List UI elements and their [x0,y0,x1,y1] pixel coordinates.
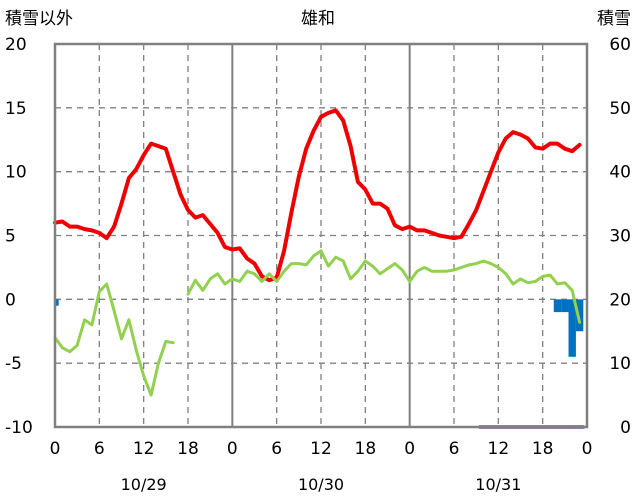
dewpoint-line [53,282,175,397]
y-right-tick-label: 50 [609,99,631,119]
temperature-line [53,108,582,283]
dewpoint-line [186,249,582,324]
x-tick-label: 18 [177,439,199,459]
left-axis-label: 積雪以外 [5,9,73,29]
y-left-tick-label: 15 [5,99,27,119]
y-left-tick-label: -5 [5,354,22,374]
y-left-tick-label: -10 [5,418,33,438]
x-tick-label: 6 [449,439,460,459]
x-tick-label: 18 [355,439,377,459]
x-tick-label: 0 [227,439,238,459]
y-right-tick-label: 0 [620,418,631,438]
precipitation-bar [55,299,59,306]
right-axis-label: 積雪 [597,9,631,29]
x-tick-label: 0 [582,439,593,459]
y-left-tick-label: 5 [5,227,16,247]
series-lines [53,108,586,429]
y-right-tick-label: 10 [609,354,631,374]
precipitation-bar [575,299,584,332]
y-left-tick-label: 10 [5,163,27,183]
date-label: 10/31 [475,475,521,494]
y-right-tick-label: 30 [609,227,631,247]
x-tick-label: 0 [404,439,415,459]
x-tick-label: 6 [94,439,105,459]
precipitation-bar [568,299,576,357]
precipitation-bar [553,299,562,313]
precipitation-bar [561,299,569,313]
y-left-tick-label: 0 [5,290,16,310]
x-tick-label: 12 [310,439,332,459]
x-tick-label: 6 [271,439,282,459]
gridlines [55,44,587,427]
precipitation-bars [55,299,584,357]
date-label: 10/29 [121,475,167,494]
y-right-tick-label: 60 [609,35,631,55]
y-right-tick-label: 20 [609,290,631,310]
y-left-tick-label: 20 [5,35,27,55]
date-label: 10/30 [298,475,344,494]
y-right-tick-label: 40 [609,163,631,183]
plot-frame [53,42,589,429]
x-tick-label: 0 [50,439,61,459]
chart-title: 雄和 [301,9,335,29]
x-tick-label: 12 [133,439,155,459]
x-tick-label: 18 [532,439,554,459]
x-tick-label: 12 [488,439,510,459]
